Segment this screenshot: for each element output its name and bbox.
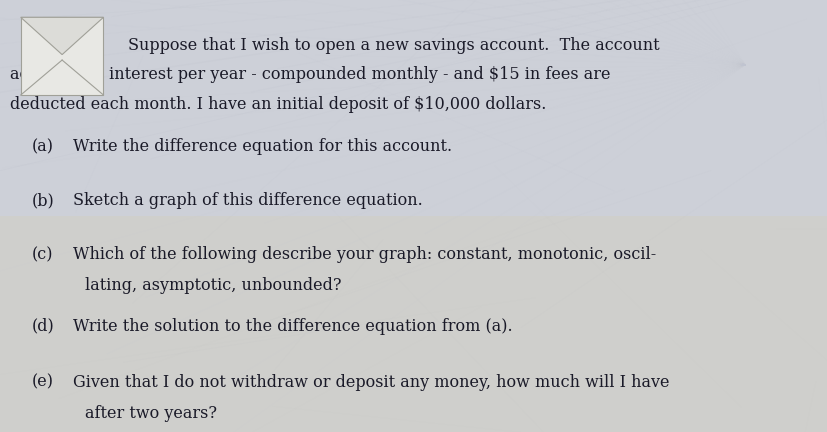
Text: after two years?: after two years?: [85, 405, 217, 422]
Polygon shape: [21, 17, 103, 54]
Text: (b): (b): [31, 192, 54, 210]
Text: accrues 5% interest per year - compounded monthly - and $15 in fees are: accrues 5% interest per year - compounde…: [10, 66, 609, 83]
Text: (e): (e): [31, 374, 54, 391]
Text: (a): (a): [31, 138, 54, 156]
Text: Suppose that I wish to open a new savings account.  The account: Suppose that I wish to open a new saving…: [128, 37, 659, 54]
Text: deducted each month. I have an initial deposit of $10,000 dollars.: deducted each month. I have an initial d…: [10, 95, 546, 113]
Bar: [0, 216, 827, 432]
Text: (c): (c): [31, 246, 53, 264]
Polygon shape: [21, 17, 103, 95]
Text: Sketch a graph of this difference equation.: Sketch a graph of this difference equati…: [73, 192, 422, 210]
Text: Given that I do not withdraw or deposit any money, how much will I have: Given that I do not withdraw or deposit …: [73, 374, 668, 391]
Text: (d): (d): [31, 318, 54, 335]
Text: lating, asymptotic, unbounded?: lating, asymptotic, unbounded?: [85, 277, 342, 295]
Text: Write the solution to the difference equation from (a).: Write the solution to the difference equ…: [73, 318, 512, 335]
Text: Write the difference equation for this account.: Write the difference equation for this a…: [73, 138, 452, 156]
Text: Which of the following describe your graph: constant, monotonic, oscil-: Which of the following describe your gra…: [73, 246, 655, 264]
